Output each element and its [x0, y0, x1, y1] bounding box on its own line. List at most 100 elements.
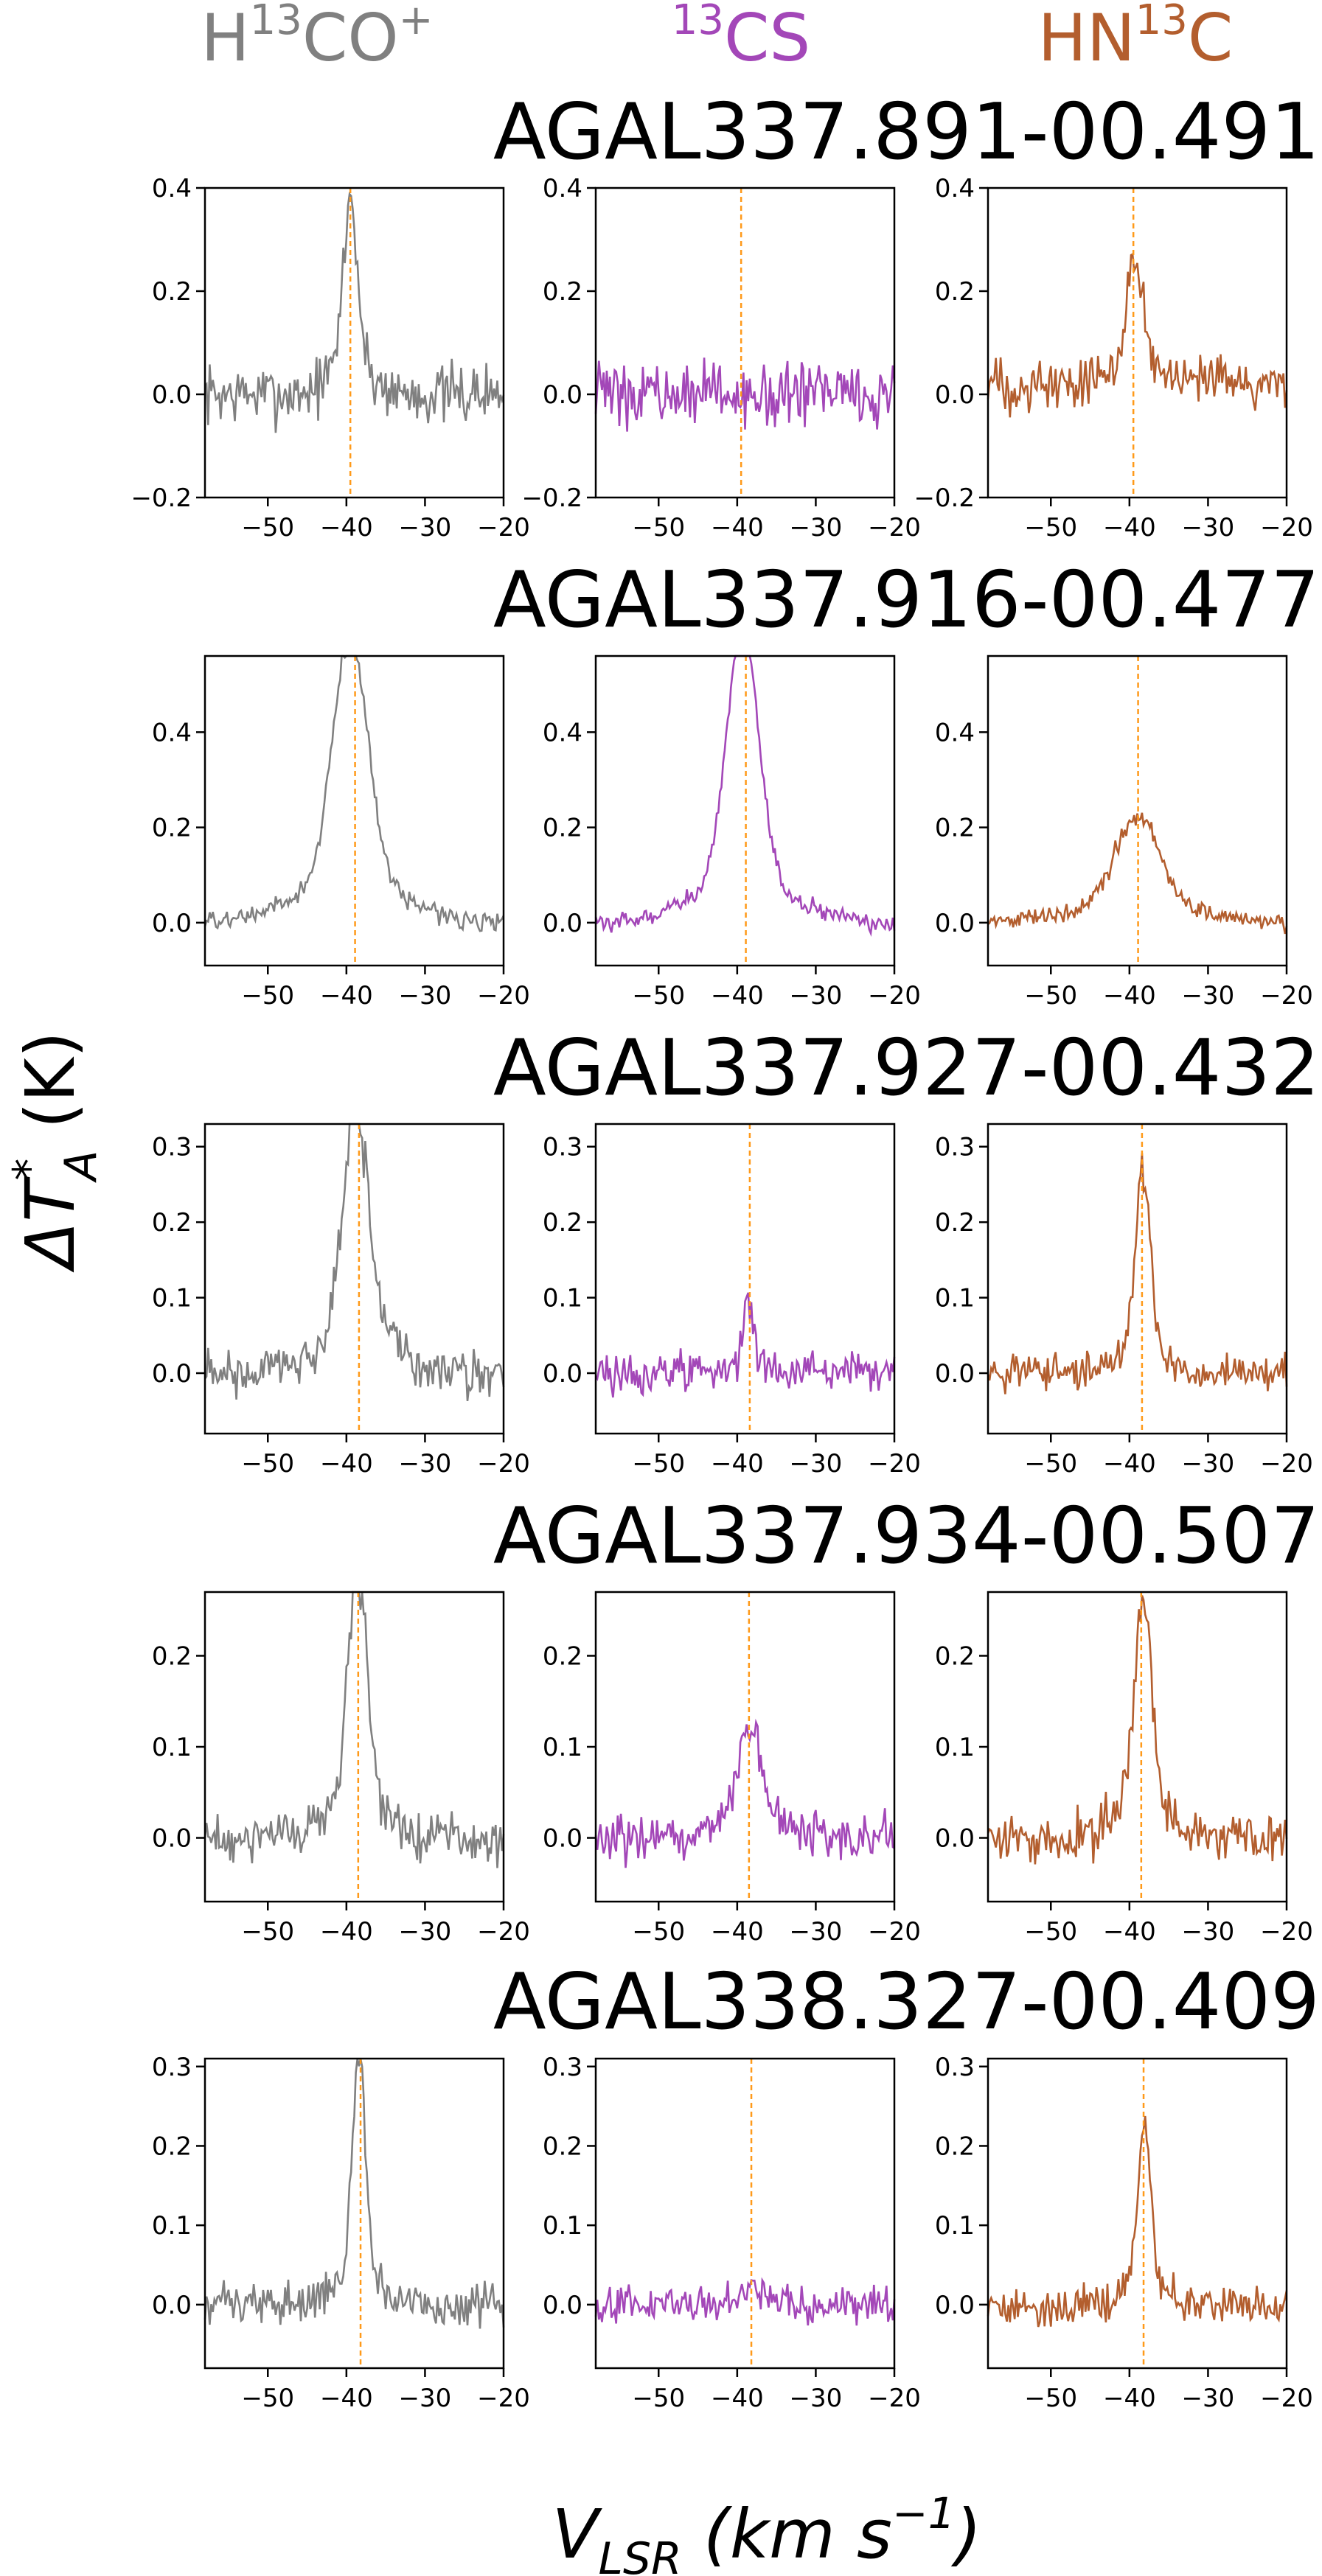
y-tick-label: 0.0: [152, 1359, 192, 1389]
spectrum-line-13CS: [594, 655, 896, 938]
x-tick-label: −40: [711, 981, 764, 1010]
y-tick-label: 0.3: [152, 1133, 192, 1162]
y-tick-label: 0.2: [152, 1641, 192, 1671]
source-title-0: AGAL337.891-00.491: [493, 87, 1320, 177]
x-tick-label: −20: [477, 1449, 530, 1479]
x-tick-label: −20: [477, 2384, 530, 2413]
y-tick-label: 0.1: [935, 1733, 975, 1762]
column-title-13cs: 13CS: [672, 0, 811, 76]
x-tick-label: −20: [1260, 513, 1313, 542]
y-tick-label: −0.2: [521, 484, 582, 513]
x-tick-label: −40: [320, 2384, 373, 2413]
source-title-2: AGAL337.927-00.432: [493, 1023, 1320, 1113]
x-tick-label: −30: [1182, 981, 1235, 1010]
x-tick-label: −50: [1024, 1917, 1077, 1947]
x-tick-label: −40: [1103, 513, 1156, 542]
spectrum-line-H13CO+: [203, 1591, 505, 1868]
y-tick-label: 0.4: [543, 174, 582, 203]
x-tick-label: −30: [399, 513, 452, 542]
panel-4-1: −50 −40 −30 −20 0.0 0.1 0.2 0.3: [543, 2053, 921, 2413]
x-tick-label: −40: [711, 1449, 764, 1479]
plot-frame: [594, 2057, 896, 2370]
spectrum-line-HN13C: [987, 1153, 1288, 1395]
x-tick-label: −30: [1182, 1449, 1235, 1479]
y-tick-label: 0.2: [543, 2132, 582, 2161]
x-tick-label: −40: [1103, 1917, 1156, 1947]
y-tick-label: 0.0: [152, 2291, 192, 2320]
x-tick-label: −20: [1260, 981, 1313, 1010]
x-tick-label: −20: [1260, 2384, 1313, 2413]
plot-frame: [594, 186, 896, 499]
y-tick-label: 0.2: [152, 814, 192, 843]
panel-1-0: −50 −40 −30 −20 0.0 0.2 0.4: [152, 655, 530, 1010]
y-tick-label: 0.2: [152, 277, 192, 307]
y-tick-label: 0.1: [935, 1284, 975, 1313]
y-tick-label: 0.0: [935, 1359, 975, 1389]
y-tick-label: 0.2: [543, 1208, 582, 1238]
panel-2-0: −50 −40 −30 −20 0.0 0.1 0.2 0.3: [152, 1123, 530, 1479]
x-tick-label: −20: [1260, 1917, 1313, 1947]
y-tick-label: 0.4: [152, 174, 192, 203]
plot-frame: [203, 2057, 505, 2370]
spectrum-line-HN13C: [987, 812, 1288, 935]
x-tick-label: −50: [241, 2384, 294, 2413]
x-tick-label: −20: [477, 1917, 530, 1947]
x-tick-label: −30: [790, 1917, 843, 1947]
y-tick-label: 0.3: [543, 1133, 582, 1162]
x-tick-label: −40: [320, 981, 373, 1010]
y-tick-label: 0.2: [935, 277, 975, 307]
y-tick-label: 0.2: [543, 277, 582, 307]
y-tick-label: 0.0: [543, 1824, 582, 1854]
x-tick-label: −40: [320, 1917, 373, 1947]
x-tick-label: −30: [790, 513, 843, 542]
spectrum-line-13CS: [594, 357, 896, 432]
x-tick-label: −40: [1103, 1449, 1156, 1479]
y-tick-label: 0.0: [543, 1359, 582, 1389]
source-title-4: AGAL338.327-00.409: [493, 1957, 1320, 2047]
x-axis-label: VLSR (km s−1): [552, 2488, 982, 2576]
plot-frame: [987, 186, 1288, 499]
plot-frame: [203, 186, 505, 499]
x-tick-label: −40: [711, 2384, 764, 2413]
plot-frame: [987, 2057, 1288, 2370]
y-tick-label: 0.3: [935, 1133, 975, 1162]
y-tick-label: 0.3: [543, 2053, 582, 2082]
y-tick-label: 0.0: [152, 909, 192, 938]
plot-frame: [203, 655, 505, 967]
y-tick-label: 0.2: [152, 1208, 192, 1238]
y-tick-label: 0.0: [935, 380, 975, 410]
y-tick-label: 0.3: [152, 2053, 192, 2082]
panel-1-2: −50 −40 −30 −20 0.0 0.2 0.4: [935, 655, 1313, 1010]
panel-2-2: −50 −40 −30 −20 0.0 0.1 0.2 0.3: [935, 1123, 1313, 1479]
spectrum-line-HN13C: [987, 2115, 1288, 2328]
x-tick-label: −50: [241, 981, 294, 1010]
x-tick-label: −30: [399, 981, 452, 1010]
y-tick-label: 0.1: [152, 2211, 192, 2241]
column-title-h13co: H13CO+: [201, 0, 433, 76]
y-tick-label: −0.2: [131, 484, 192, 513]
x-tick-label: −40: [1103, 981, 1156, 1010]
plot-frame: [987, 1123, 1288, 1435]
y-tick-label: 0.0: [543, 380, 582, 410]
spectrum-line-HN13C: [987, 1595, 1288, 1865]
x-tick-label: −50: [632, 2384, 685, 2413]
y-axis-label: ΔT*A (K): [4, 1031, 107, 1273]
y-tick-label: 0.0: [543, 909, 582, 938]
x-tick-label: −30: [1182, 513, 1235, 542]
panel-0-0: −50 −40 −30 −20 −0.2 0.0 0.2 0.4: [131, 174, 529, 542]
spectrum-line-HN13C: [987, 252, 1288, 418]
x-tick-label: −30: [790, 1449, 843, 1479]
y-tick-label: 0.1: [543, 1284, 582, 1313]
spectrum-line-13CS: [594, 2277, 896, 2326]
x-tick-label: −40: [320, 513, 373, 542]
y-tick-label: 0.2: [543, 814, 582, 843]
x-tick-label: −30: [790, 981, 843, 1010]
y-tick-label: 0.1: [543, 1733, 582, 1762]
x-tick-label: −50: [241, 1449, 294, 1479]
plot-frame: [203, 1591, 505, 1903]
y-tick-label: 0.0: [152, 380, 192, 410]
spectrum-line-13CS: [594, 1718, 895, 1868]
x-tick-label: −20: [868, 513, 921, 542]
panel-3-2: −50 −40 −30 −20 0.0 0.1 0.2: [935, 1591, 1313, 1947]
spectrum-line-13CS: [594, 1292, 896, 1398]
